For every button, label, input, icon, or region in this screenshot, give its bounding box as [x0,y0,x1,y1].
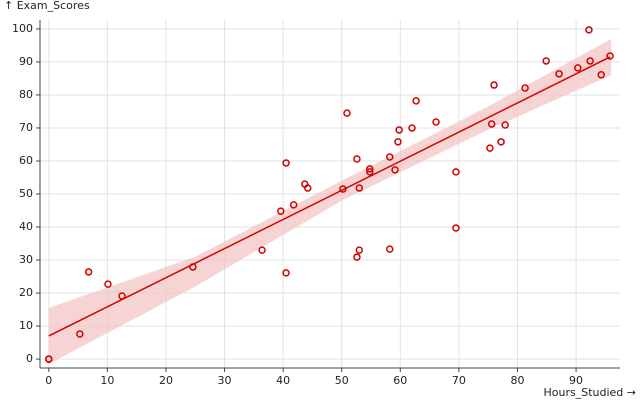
y-tick-label: 10 [19,319,33,332]
y-tick-label: 90 [19,55,33,68]
data-point [606,52,614,60]
x-tick-label: 90 [569,374,583,387]
data-point [490,81,498,89]
data-point [412,97,420,105]
y-tick-label: 70 [19,121,33,134]
data-point [521,84,529,92]
data-point [432,118,440,126]
x-tick-label: 10 [100,374,114,387]
y-tick-label: 100 [12,22,33,35]
data-point [84,268,93,276]
data-point [353,155,361,163]
data-point [408,124,416,132]
data-point [574,64,582,72]
data-point [339,185,347,193]
data-point [353,253,361,261]
x-tick-label: 50 [335,374,349,387]
data-point [452,168,460,176]
data-point [497,138,505,146]
x-tick-label: 70 [452,374,466,387]
data-point [189,263,197,271]
y-tick-label: 30 [19,253,33,266]
y-axis-title: ↑ Exam_Scores [4,0,90,12]
data-point [597,71,606,79]
y-tick-label: 0 [26,352,33,365]
data-point [486,144,494,152]
y-tick-label: 50 [19,187,33,200]
data-point [118,292,126,300]
data-point [76,330,84,338]
y-tick-label: 80 [19,88,33,101]
data-point [343,109,351,117]
data-point [282,269,290,277]
data-point [386,245,394,253]
data-point [258,246,266,254]
data-point [542,57,550,65]
data-point [386,153,394,161]
x-tick-label: 30 [218,374,232,387]
data-point [355,246,364,254]
data-point [303,184,312,192]
data-point [277,207,285,215]
data-point [45,355,53,363]
data-point [282,159,290,167]
data-point [104,280,112,288]
data-point [501,121,509,129]
y-tick-label: 20 [19,286,33,299]
x-tick-label: 60 [393,374,407,387]
regression-line [48,56,611,337]
x-tick-label: 0 [45,374,52,387]
data-point [289,201,298,209]
data-point [487,120,496,128]
data-point [391,166,399,174]
x-tick-label: 20 [159,374,173,387]
confidence-band [48,38,612,365]
data-point [355,184,364,192]
data-point [366,168,374,176]
x-axis-title: Hours_Studied → [544,386,637,399]
x-tick-label: 40 [276,374,290,387]
x-tick-label: 80 [510,374,524,387]
data-point [555,70,563,78]
data-point [585,26,593,34]
data-point [394,138,402,146]
data-point [586,57,594,65]
data-point [452,224,460,232]
data-point [366,165,374,173]
y-tick-label: 40 [19,220,33,233]
data-point [395,126,403,134]
y-tick-label: 60 [19,154,33,167]
